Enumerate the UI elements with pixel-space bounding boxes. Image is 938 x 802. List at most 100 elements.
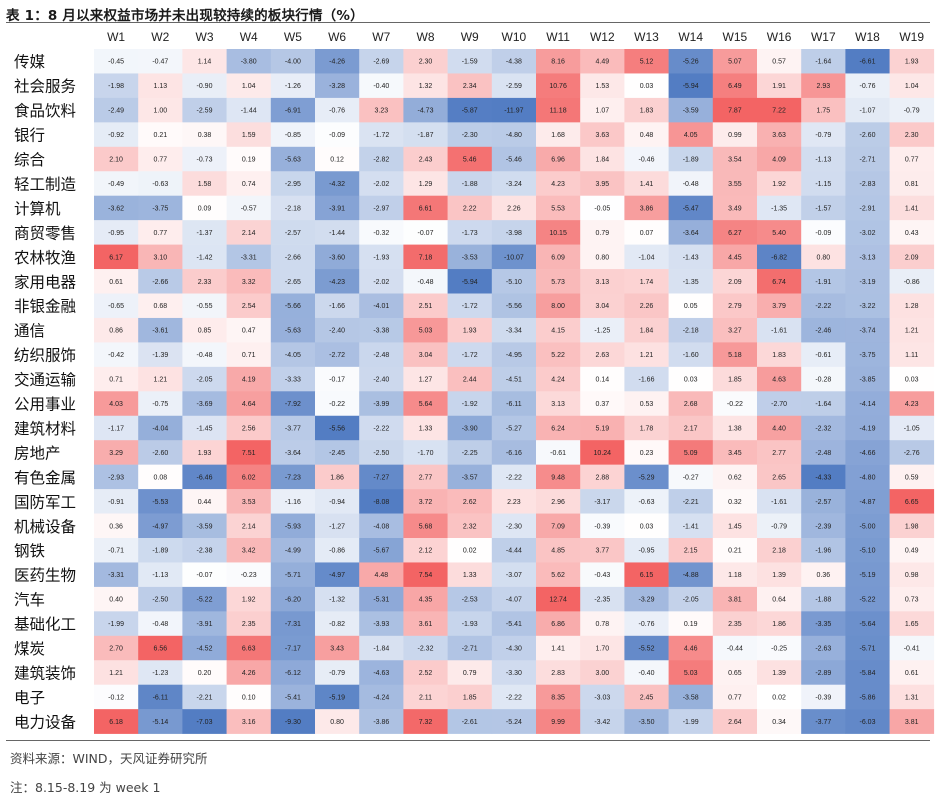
cell-value: -9.30 <box>285 719 301 726</box>
cell-value: -5.56 <box>506 303 522 310</box>
row-label: 食品饮料 <box>14 102 76 120</box>
column-header: W17 <box>811 30 836 44</box>
cell-value: -0.12 <box>108 694 124 701</box>
heatmap-cell <box>182 684 227 710</box>
heatmap-cell <box>315 220 360 245</box>
heatmap-cell <box>580 464 625 490</box>
heatmap-cell <box>757 635 802 661</box>
heatmap-cell <box>491 538 537 563</box>
heatmap-cell <box>624 709 669 734</box>
cell-value: -8.08 <box>373 499 389 506</box>
heatmap-cell <box>668 660 714 685</box>
cell-value: -3.64 <box>683 230 699 237</box>
cell-value: -3.34 <box>506 328 522 335</box>
heatmap-cell <box>270 684 316 710</box>
heatmap-cell <box>845 611 890 637</box>
heatmap-cell <box>536 146 581 172</box>
cell-value: -1.17 <box>108 425 124 432</box>
heatmap-cell <box>226 440 272 465</box>
heatmap-cell <box>845 73 890 99</box>
heatmap-cell <box>536 684 581 710</box>
heatmap-cell <box>624 293 669 319</box>
heatmap-cell <box>757 366 802 392</box>
cell-value: 5.40 <box>772 230 786 237</box>
cell-value: 0.77 <box>153 230 167 237</box>
cell-value: -6.61 <box>860 59 876 66</box>
column-header: W18 <box>855 30 880 44</box>
cell-value: -3.61 <box>152 328 168 335</box>
heatmap-cell <box>94 440 139 465</box>
cell-value: -2.82 <box>373 157 389 164</box>
heatmap-cell <box>889 146 935 172</box>
cell-value: 3.23 <box>374 108 388 115</box>
heatmap-cell <box>270 464 316 490</box>
heatmap-cell <box>889 195 935 221</box>
heatmap-cell <box>226 660 272 685</box>
heatmap-cell <box>536 293 581 319</box>
heatmap-cell <box>403 440 448 465</box>
heatmap-cell <box>757 146 802 172</box>
heatmap-cell <box>270 269 316 294</box>
cell-value: 0.61 <box>905 670 919 677</box>
heatmap-cell <box>889 171 935 196</box>
heatmap-cell <box>712 513 758 539</box>
cell-value: -0.07 <box>418 230 434 237</box>
heatmap-cell <box>94 538 139 563</box>
heatmap-cell <box>624 635 669 661</box>
heatmap-cell <box>403 317 448 343</box>
cell-value: 5.19 <box>595 425 609 432</box>
cell-value: 3.10 <box>153 254 167 261</box>
row-label: 农林牧渔 <box>14 249 76 267</box>
heatmap-cell <box>138 586 183 612</box>
cell-value: -2.91 <box>860 205 876 212</box>
cell-value: 3.95 <box>595 181 609 188</box>
heatmap-cell <box>94 195 139 221</box>
heatmap-cell <box>668 513 714 539</box>
heatmap-cell <box>138 538 183 563</box>
heatmap-cell <box>182 709 227 734</box>
row-label: 公用事业 <box>14 396 76 414</box>
heatmap-cell <box>447 611 493 637</box>
cell-value: -1.99 <box>683 719 699 726</box>
heatmap-cell <box>447 171 493 196</box>
heatmap-cell <box>801 635 846 661</box>
row-label: 机械设备 <box>14 518 77 536</box>
cell-value: -2.70 <box>771 401 787 408</box>
heatmap-cell <box>403 220 448 245</box>
cell-value: -4.08 <box>373 523 389 530</box>
cell-value: 1.53 <box>595 83 609 90</box>
heatmap-cell <box>757 562 802 588</box>
cell-value: 3.81 <box>905 719 919 726</box>
heatmap-cell <box>580 440 625 465</box>
cell-value: 3.77 <box>595 548 609 555</box>
heatmap-cell <box>845 220 890 245</box>
heatmap-cell <box>712 171 758 196</box>
heatmap-cell <box>536 122 581 148</box>
cell-value: -0.32 <box>373 230 389 237</box>
cell-value: -5.00 <box>860 523 876 530</box>
heatmap-cell <box>757 464 802 490</box>
cell-value: -5.47 <box>683 205 699 212</box>
heatmap-cell <box>94 269 139 294</box>
cell-value: 1.21 <box>905 328 919 335</box>
cell-value: -5.53 <box>152 499 168 506</box>
heatmap-cell <box>889 244 935 270</box>
heatmap-cell <box>403 366 448 392</box>
cell-value: 1.84 <box>640 328 654 335</box>
heatmap-cell <box>757 709 802 734</box>
cell-value: 0.23 <box>640 450 654 457</box>
cell-value: -0.48 <box>197 352 213 359</box>
cell-value: -2.48 <box>815 450 831 457</box>
cell-value: 1.21 <box>153 377 167 384</box>
cell-value: 2.93 <box>816 83 830 90</box>
cell-value: -4.07 <box>506 597 522 604</box>
cell-value: -0.48 <box>152 621 168 628</box>
heatmap-cell <box>712 391 758 417</box>
cell-value: -4.33 <box>815 474 831 481</box>
heatmap-cell <box>580 586 625 612</box>
cell-value: 2.43 <box>419 157 433 164</box>
cell-value: 12.74 <box>549 597 567 604</box>
heatmap-cell <box>668 611 714 637</box>
cell-value: -1.89 <box>152 548 168 555</box>
cell-value: 3.27 <box>728 328 742 335</box>
